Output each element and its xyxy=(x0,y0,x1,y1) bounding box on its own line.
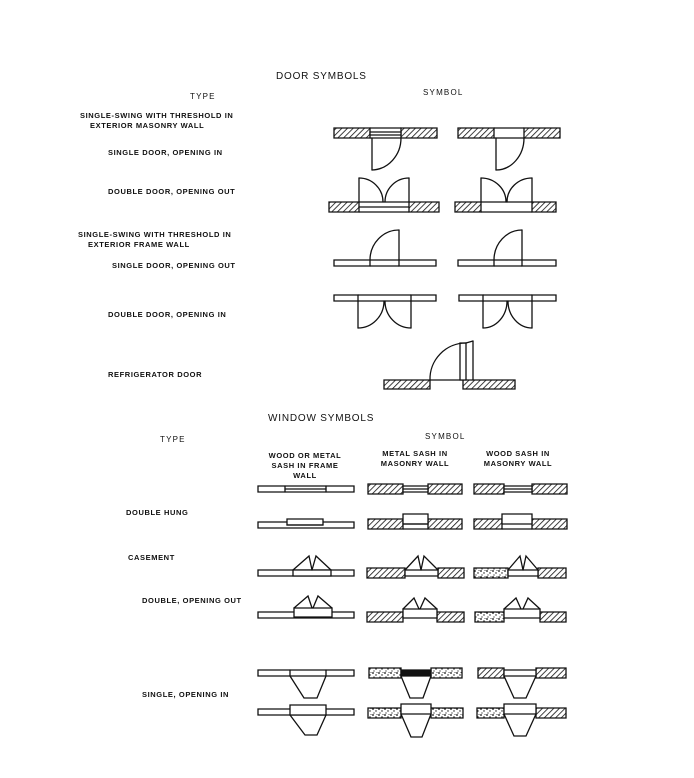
window-row-label: DOUBLE HUNG xyxy=(126,508,189,517)
window-symbol-single-in-frame-b xyxy=(258,705,354,735)
door-symbol-double-in-b xyxy=(459,295,556,328)
window-symbol-double-hung-wood-a xyxy=(474,484,567,494)
column-line: WOOD SASH IN xyxy=(486,449,550,458)
window-symbol-casement-metal xyxy=(367,556,464,578)
column-line: MASONRY WALL xyxy=(380,459,450,468)
window-type-header: TYPE xyxy=(160,435,186,444)
window-symbol-double-out-metal xyxy=(367,598,464,622)
door-row-label: DOUBLE DOOR, OPENING IN xyxy=(108,310,227,319)
door-symbol-header: SYMBOL xyxy=(423,88,464,97)
window-symbol-single-in-wood-b xyxy=(477,704,566,736)
door-row-line: EXTERIOR FRAME WALL xyxy=(88,240,190,249)
window-column-header: WOOD SASH IN MASONRY WALL xyxy=(468,449,568,469)
door-row-line: SINGLE-SWING WITH THRESHOLD IN xyxy=(78,230,232,239)
window-symbol-single-in-wood-a xyxy=(478,668,566,698)
door-row-label: REFRIGERATOR DOOR xyxy=(108,370,203,379)
door-symbol-refrigerator xyxy=(384,341,515,389)
door-row-line: SINGLE-SWING WITH THRESHOLD IN xyxy=(80,111,234,120)
column-line: METAL SASH IN xyxy=(382,449,448,458)
window-symbol-double-hung-metal-b xyxy=(368,514,462,529)
door-symbol-double-out-b xyxy=(455,178,556,212)
door-symbol-single-out-frame-b xyxy=(458,230,556,266)
door-symbol-double-out-a xyxy=(329,178,439,212)
door-row-label: DOUBLE DOOR, OPENING OUT xyxy=(108,187,236,196)
door-row-label: SINGLE-SWING WITH THRESHOLD IN EXTERIOR … xyxy=(80,111,233,131)
column-line: MASONRY WALL xyxy=(483,459,553,468)
door-symbols-title: DOOR SYMBOLS xyxy=(276,71,367,82)
column-line: WOOD OR METAL xyxy=(268,451,342,460)
column-line: SASH IN FRAME xyxy=(271,461,339,470)
door-symbol-single-in-masonry-a xyxy=(334,128,437,170)
window-symbol-single-in-metal-b xyxy=(368,704,463,737)
window-symbol-double-hung-frame-a xyxy=(258,486,354,492)
window-symbol-header: SYMBOL xyxy=(425,432,466,441)
window-row-label: DOUBLE, OPENING OUT xyxy=(142,596,242,605)
window-row-label: CASEMENT xyxy=(128,553,175,562)
window-row-label: SINGLE, OPENING IN xyxy=(142,690,230,699)
door-row-label: SINGLE DOOR, OPENING OUT xyxy=(112,261,236,270)
window-column-header: METAL SASH IN MASONRY WALL xyxy=(365,449,465,469)
door-row-label: SINGLE DOOR, OPENING IN xyxy=(108,148,223,157)
door-row-label: SINGLE-SWING WITH THRESHOLD IN EXTERIOR … xyxy=(78,230,231,250)
window-symbol-double-hung-metal-a xyxy=(368,484,462,494)
window-symbol-single-in-metal-a xyxy=(369,668,462,698)
door-symbol-single-in-masonry-b xyxy=(458,128,560,170)
door-symbol-double-in-a xyxy=(334,295,436,328)
window-symbol-double-hung-frame-b xyxy=(258,519,354,528)
window-symbol-casement-wood xyxy=(474,556,566,578)
window-symbol-casement-frame xyxy=(258,556,354,576)
column-line: WALL xyxy=(293,471,317,480)
window-symbol-double-out-wood xyxy=(475,598,566,622)
window-column-header: WOOD OR METAL SASH IN FRAME WALL xyxy=(255,451,355,481)
door-row-line: EXTERIOR MASONRY WALL xyxy=(90,121,205,130)
window-symbols-title: WINDOW SYMBOLS xyxy=(268,413,375,424)
window-symbol-double-out-frame xyxy=(258,596,354,618)
door-symbol-single-out-frame-a xyxy=(334,230,436,266)
window-symbol-single-in-frame-a xyxy=(258,670,354,698)
door-type-header: TYPE xyxy=(190,92,216,101)
window-symbol-double-hung-wood-b xyxy=(474,514,567,529)
